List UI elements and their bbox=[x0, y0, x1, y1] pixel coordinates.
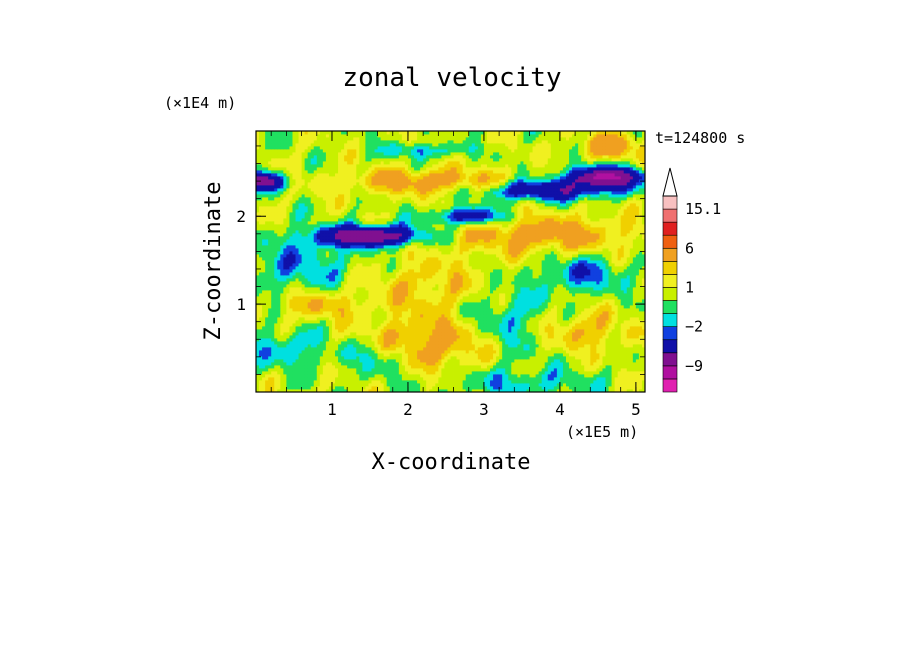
x-tick-label: 2 bbox=[403, 400, 413, 419]
x-tick-label: 4 bbox=[555, 400, 565, 419]
x-tick-label: 1 bbox=[327, 400, 337, 419]
colorbar-segment bbox=[662, 365, 678, 380]
colorbar-segment bbox=[662, 195, 678, 210]
y-axis-label: Z-coordinate bbox=[201, 182, 226, 341]
colorbar-segment bbox=[662, 326, 678, 341]
time-label: t=124800 s bbox=[655, 129, 745, 147]
y-scale-label: (×1E4 m) bbox=[164, 94, 236, 112]
colorbar-segment bbox=[662, 234, 678, 249]
x-axis-label: X-coordinate bbox=[372, 450, 531, 475]
colorbar-segment bbox=[662, 352, 678, 367]
colorbar-extend-max bbox=[662, 167, 678, 197]
chart-title: zonal velocity bbox=[342, 63, 561, 93]
colorbar-label: 6 bbox=[685, 239, 694, 257]
contour-field bbox=[256, 131, 646, 393]
colorbar-segment bbox=[662, 261, 678, 275]
colorbar-label: 1 bbox=[685, 278, 694, 296]
colorbar-segment bbox=[662, 221, 678, 236]
colorbar-segment bbox=[662, 378, 678, 393]
y-tick-label: 2 bbox=[236, 207, 246, 226]
colorbar-segment bbox=[662, 247, 678, 262]
colorbar-label: 15.1 bbox=[685, 200, 721, 218]
colorbar-segment bbox=[662, 313, 678, 327]
x-scale-label: (×1E5 m) bbox=[566, 423, 638, 441]
y-axis: 12 bbox=[236, 145, 645, 375]
colorbar-segment bbox=[662, 287, 678, 301]
colorbar-segment bbox=[662, 339, 678, 354]
colorbar: 15.1 6 1 −2 −9 bbox=[662, 167, 721, 393]
colorbar-label: −9 bbox=[685, 357, 703, 375]
x-axis: 1 2 3 4 5 bbox=[270, 131, 641, 419]
x-tick-label: 5 bbox=[631, 400, 641, 419]
colorbar-segment bbox=[662, 300, 678, 314]
colorbar-segment bbox=[662, 274, 678, 288]
colorbar-label: −2 bbox=[685, 318, 703, 336]
y-tick-label: 1 bbox=[236, 295, 246, 314]
plot-frame bbox=[255, 130, 646, 393]
colorbar-segment bbox=[662, 208, 678, 223]
x-tick-label: 3 bbox=[479, 400, 489, 419]
